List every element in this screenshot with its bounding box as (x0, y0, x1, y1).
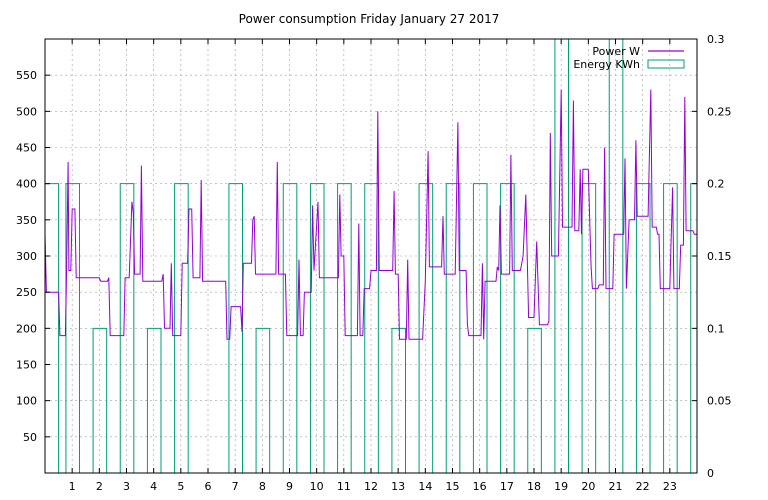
y-tick-label: 400 (16, 178, 37, 191)
y-tick-label: 50 (23, 431, 37, 444)
x-tick-label: 23 (663, 480, 677, 493)
x-tick-label: 13 (391, 480, 405, 493)
grid (45, 39, 697, 473)
y-tick-label: 150 (16, 359, 37, 372)
axes: 1 2 3 4 5 6 7 8 9 10 11 12 13 14 15 16 17 18 19 20 21 22 23501… (16, 33, 732, 493)
x-tick-label: 11 (337, 480, 351, 493)
energy-bar (174, 183, 189, 473)
legend-sample-energy (647, 59, 685, 69)
y2-tick-label: 0 (707, 467, 714, 480)
energy-bar (635, 183, 651, 473)
y-tick-label: 100 (16, 395, 37, 408)
x-tick-label: 15 (446, 480, 460, 493)
y2-tick-label: 0.25 (707, 105, 732, 118)
x-tick-label: 3 (123, 480, 130, 493)
y-tick-label: 500 (16, 105, 37, 118)
y-tick-label: 300 (16, 250, 37, 263)
energy-bar (472, 183, 488, 473)
x-tick-label: 22 (636, 480, 650, 493)
x-tick-label: 8 (259, 480, 266, 493)
y-tick-label: 250 (16, 286, 37, 299)
legend-label-power: Power W (592, 45, 640, 58)
x-tick-label: 14 (418, 480, 432, 493)
x-tick-label: 19 (554, 480, 568, 493)
energy-bar (282, 183, 298, 473)
power-series (44, 89, 697, 340)
energy-bar (65, 183, 81, 473)
x-tick-label: 2 (96, 480, 103, 493)
x-tick-label: 16 (473, 480, 487, 493)
legend-label-energy: Energy KWh (573, 58, 640, 71)
x-tick-label: 17 (500, 480, 514, 493)
energy-bar (500, 183, 515, 473)
energy-bar (146, 327, 162, 473)
x-tick-label: 12 (364, 480, 378, 493)
energy-bar (418, 183, 434, 473)
energy-bar (119, 183, 135, 473)
x-tick-label: 6 (205, 480, 212, 493)
energy-bar (92, 327, 108, 473)
x-tick-label: 9 (286, 480, 293, 493)
energy-bar (309, 183, 325, 473)
power-line (44, 89, 697, 340)
y2-tick-label: 0.05 (707, 395, 732, 408)
chart-title: Power consumption Friday January 27 2017 (239, 12, 500, 26)
energy-bar (255, 327, 271, 473)
energy-bar (445, 183, 461, 473)
y2-tick-label: 0.3 (707, 33, 725, 46)
y2-tick-label: 0.2 (707, 178, 725, 191)
x-tick-label: 5 (177, 480, 184, 493)
energy-bar (663, 183, 678, 473)
y-tick-label: 200 (16, 322, 37, 335)
x-tick-label: 20 (581, 480, 595, 493)
legend: Power W Energy KWh (573, 45, 685, 71)
energy-bar (337, 183, 352, 473)
y-tick-label: 550 (16, 69, 37, 82)
energy-bar (364, 183, 379, 473)
energy-bar (391, 327, 407, 473)
x-tick-label: 1 (69, 480, 76, 493)
y-tick-label: 450 (16, 142, 37, 155)
x-tick-label: 4 (150, 480, 157, 493)
y2-tick-label: 0.1 (707, 322, 725, 335)
y2-tick-label: 0.15 (707, 250, 732, 263)
energy-bar (527, 327, 542, 473)
energy-series (44, 38, 698, 473)
x-tick-label: 21 (609, 480, 623, 493)
energy-bar (581, 183, 597, 473)
x-tick-label: 18 (527, 480, 541, 493)
x-tick-label: 7 (232, 480, 239, 493)
x-tick-label: 10 (310, 480, 324, 493)
y-tick-label: 350 (16, 214, 37, 227)
